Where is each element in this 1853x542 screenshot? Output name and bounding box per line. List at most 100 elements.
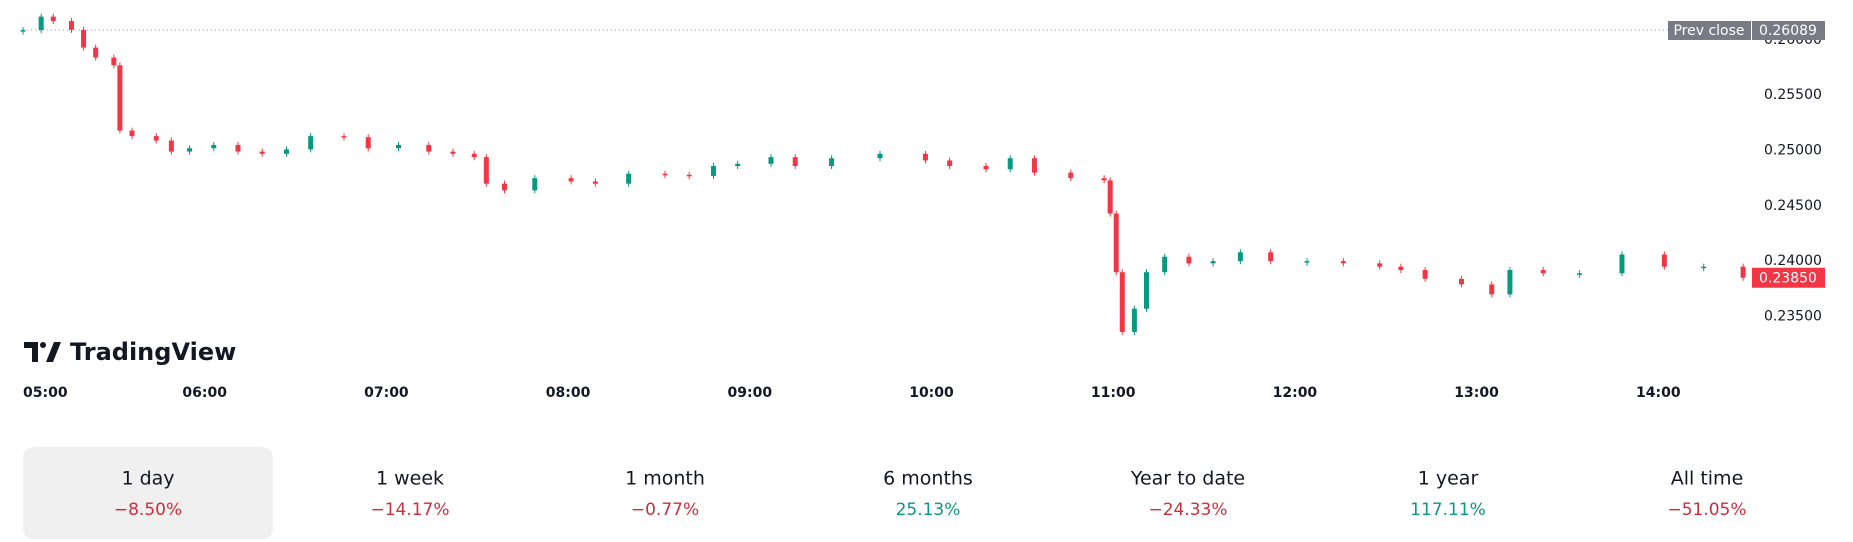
y-tick-label: 0.23500	[1764, 308, 1822, 324]
candle-body	[111, 57, 117, 66]
candle-body	[153, 136, 159, 141]
candle-body	[308, 136, 314, 150]
period-label: 1 month	[625, 468, 705, 490]
candle-body	[1068, 172, 1074, 179]
x-tick-label: 10:00	[909, 385, 954, 401]
candle-body	[259, 151, 265, 154]
candle-body	[396, 144, 402, 149]
candle-body	[426, 144, 432, 152]
candle-body	[1031, 158, 1037, 173]
x-tick-label: 14:00	[1636, 385, 1681, 401]
x-tick-label: 13:00	[1454, 385, 1499, 401]
candle-body	[1186, 256, 1192, 264]
candle-body	[1377, 263, 1383, 267]
candle-body	[168, 140, 174, 152]
candle-body	[626, 173, 632, 184]
candle-body	[450, 151, 456, 154]
candle-body	[922, 153, 928, 161]
last-price-badge	[1752, 267, 1825, 288]
period-button[interactable]: 1 day −8.50%	[23, 447, 273, 539]
period-label: 1 day	[121, 468, 174, 490]
y-tick-label: 0.24500	[1764, 198, 1822, 214]
candle-body	[1007, 158, 1013, 170]
candle-body	[1268, 252, 1274, 262]
candle-body	[1304, 261, 1310, 263]
period-button[interactable]: All time −51.05%	[1667, 468, 1746, 521]
candle-body	[1107, 180, 1113, 214]
x-tick-label: 12:00	[1273, 385, 1318, 401]
candle-body	[1489, 284, 1495, 295]
candle-body	[483, 157, 489, 184]
candle-body	[1619, 254, 1625, 274]
candle-body	[532, 178, 538, 191]
candle-body	[568, 178, 574, 182]
period-label: 6 months	[883, 468, 973, 490]
candle-body	[1398, 266, 1404, 270]
candle-body	[129, 130, 135, 137]
candle-body	[50, 16, 56, 22]
period-change: 25.13%	[896, 500, 961, 520]
period-change: −0.77%	[631, 500, 699, 520]
prev-close-badge: Prev close 0.26089	[1668, 20, 1825, 40]
candle-body	[283, 149, 289, 154]
x-tick-label: 11:00	[1091, 385, 1136, 401]
period-button[interactable]: 6 months 25.13%	[883, 468, 973, 521]
candle-body	[38, 16, 44, 31]
candle-body	[877, 153, 883, 159]
candle-body	[1458, 278, 1464, 285]
x-tick-label: 06:00	[182, 385, 227, 401]
x-tick-label: 05:00	[23, 385, 68, 401]
logo-icon	[40, 342, 46, 348]
badge-bg	[1752, 20, 1825, 40]
candle-body	[1210, 261, 1216, 264]
period-label: 1 week	[376, 468, 444, 490]
candle-body	[1101, 178, 1107, 181]
candle-body	[341, 136, 347, 138]
period-button[interactable]: 1 week −14.17%	[370, 468, 449, 521]
candle-body	[1740, 266, 1746, 278]
logo-icon	[24, 342, 38, 362]
candle-body	[187, 148, 193, 152]
y-tick-label: 0.25500	[1764, 87, 1822, 103]
period-label: All time	[1671, 468, 1744, 490]
x-tick-label: 08:00	[546, 385, 591, 401]
candle-body	[1119, 272, 1125, 332]
period-change: −14.17%	[370, 500, 449, 520]
candle-body	[502, 183, 508, 191]
last-price-label: 0.23850	[1759, 271, 1817, 287]
candle-body	[471, 153, 477, 158]
prev-close-value: 0.26089	[1759, 23, 1817, 39]
prev-close-label: Prev close	[1673, 23, 1744, 39]
period-label: Year to date	[1130, 468, 1245, 490]
x-tick-label: 07:00	[364, 385, 409, 401]
period-button[interactable]: Year to date −24.33%	[1130, 468, 1245, 521]
candle-body	[1507, 269, 1513, 295]
candle-body	[68, 21, 74, 30]
period-label: 1 year	[1418, 468, 1479, 490]
candle-body	[1661, 254, 1667, 267]
y-tick-label: 0.25000	[1764, 142, 1822, 158]
period-button[interactable]: 1 year 117.11%	[1410, 468, 1486, 521]
candle-body	[983, 165, 989, 170]
candle-body	[1162, 256, 1168, 273]
candle-body	[81, 29, 87, 48]
candle-body	[792, 157, 798, 166]
candle-body	[735, 163, 741, 166]
candle-body	[947, 160, 953, 166]
candle-body	[686, 174, 692, 177]
period-change: −24.33%	[1148, 500, 1227, 520]
candle-body	[768, 157, 774, 164]
candle-body	[710, 165, 716, 176]
candle-body	[235, 144, 241, 152]
candle-body	[1340, 261, 1346, 264]
candle-body	[117, 65, 123, 131]
candle-body	[1237, 252, 1243, 262]
candle-body	[1577, 273, 1583, 275]
period-change: 117.11%	[1410, 500, 1486, 520]
period-button[interactable]: 1 month −0.77%	[625, 468, 705, 521]
candle-body	[365, 137, 371, 149]
period-selected-bg	[23, 447, 273, 539]
candle-body	[829, 158, 835, 166]
candle-body	[93, 47, 99, 58]
